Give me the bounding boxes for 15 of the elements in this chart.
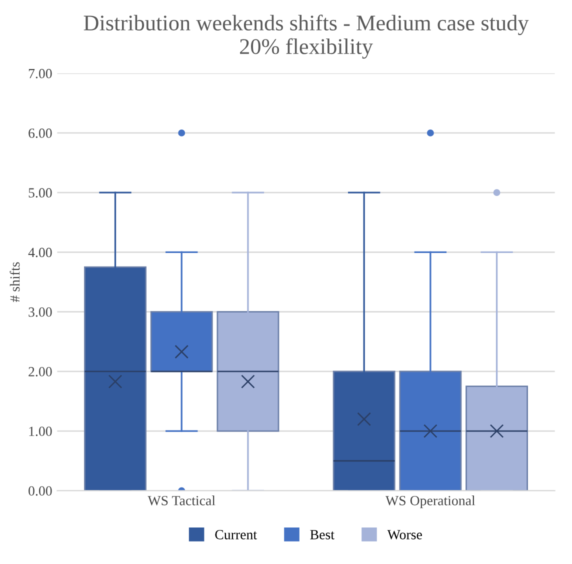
y-tick-label: 5.00: [28, 188, 52, 198]
y-tick-label: 3.00: [28, 307, 52, 317]
y-tick-label: 6.00: [28, 128, 52, 138]
y-axis-title: # shifts: [10, 262, 20, 302]
x-tick-label: WS Operational: [386, 496, 476, 508]
y-tick-label: 4.00: [28, 248, 52, 258]
y-tick-label: 2.00: [28, 367, 52, 376]
legend-label: Worse: [387, 530, 422, 540]
y-tick-label: 0.00: [28, 486, 52, 496]
y-tick-label: 1.00: [29, 426, 52, 436]
chart-title: Distribution weekends shifts - Medium case study 20% flexibility: [84, 14, 529, 59]
legend-label: Current: [215, 530, 257, 540]
y-tick-label: 7.00: [28, 68, 52, 78]
legend-label: Best: [310, 530, 334, 540]
x-tick-label: WS Tactical: [148, 496, 216, 506]
